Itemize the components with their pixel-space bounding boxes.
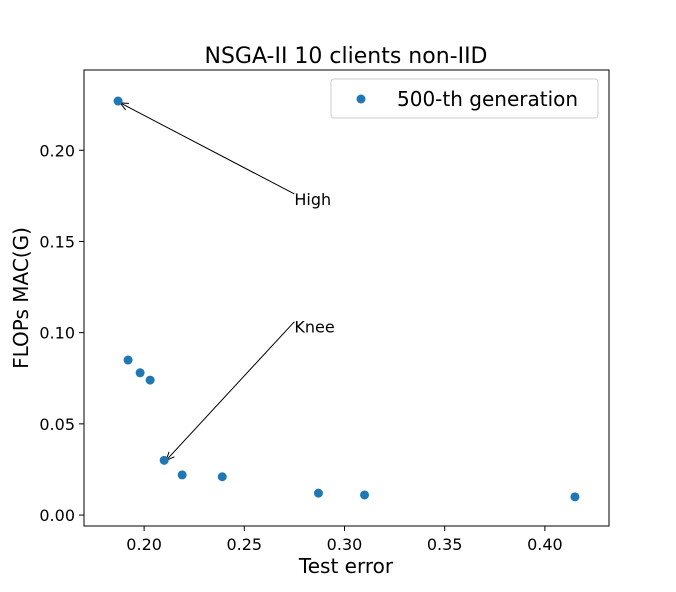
data-point [145,375,155,385]
annotation-arrow [119,102,295,195]
annotation-arrow [165,321,295,461]
x-tick-label: 0.20 [126,535,162,554]
x-axis-label: Test error [298,554,394,578]
data-point [313,488,323,498]
y-tick-label: 0.05 [39,415,75,434]
legend-box [330,78,599,119]
data-point [360,490,370,500]
x-tick-label: 0.25 [226,535,262,554]
legend: 500-th generation [330,78,599,119]
plot-area [83,69,610,527]
x-tick-label: 0.30 [327,535,363,554]
y-tick-label: 0.20 [39,141,75,160]
annotation-label: Knee [294,318,334,337]
chart-title: NSGA-II 10 clients non-IID [204,44,487,69]
legend-marker [356,94,366,104]
x-tick-label: 0.40 [527,535,563,554]
data-point [123,355,133,365]
x-tick-label: 0.35 [427,535,463,554]
legend-label: 500-th generation [397,87,578,111]
x-axis-ticks: 0.20 0.25 0.30 0.35 0.40 [126,526,563,554]
y-tick-label: 0.15 [39,232,75,251]
data-point [177,470,187,480]
data-point [113,96,123,106]
y-tick-label: 0.10 [39,324,75,343]
y-axis-label: FLOPs MAC(G) [9,227,33,369]
annotation-label: High [294,190,331,209]
y-axis-ticks: 0.00 0.05 0.10 0.15 0.20 [39,141,84,525]
data-point [570,492,580,502]
data-point [217,472,227,482]
data-point [135,368,145,378]
y-tick-label: 0.00 [39,506,75,525]
data-point [159,455,169,465]
data-points [113,96,580,502]
